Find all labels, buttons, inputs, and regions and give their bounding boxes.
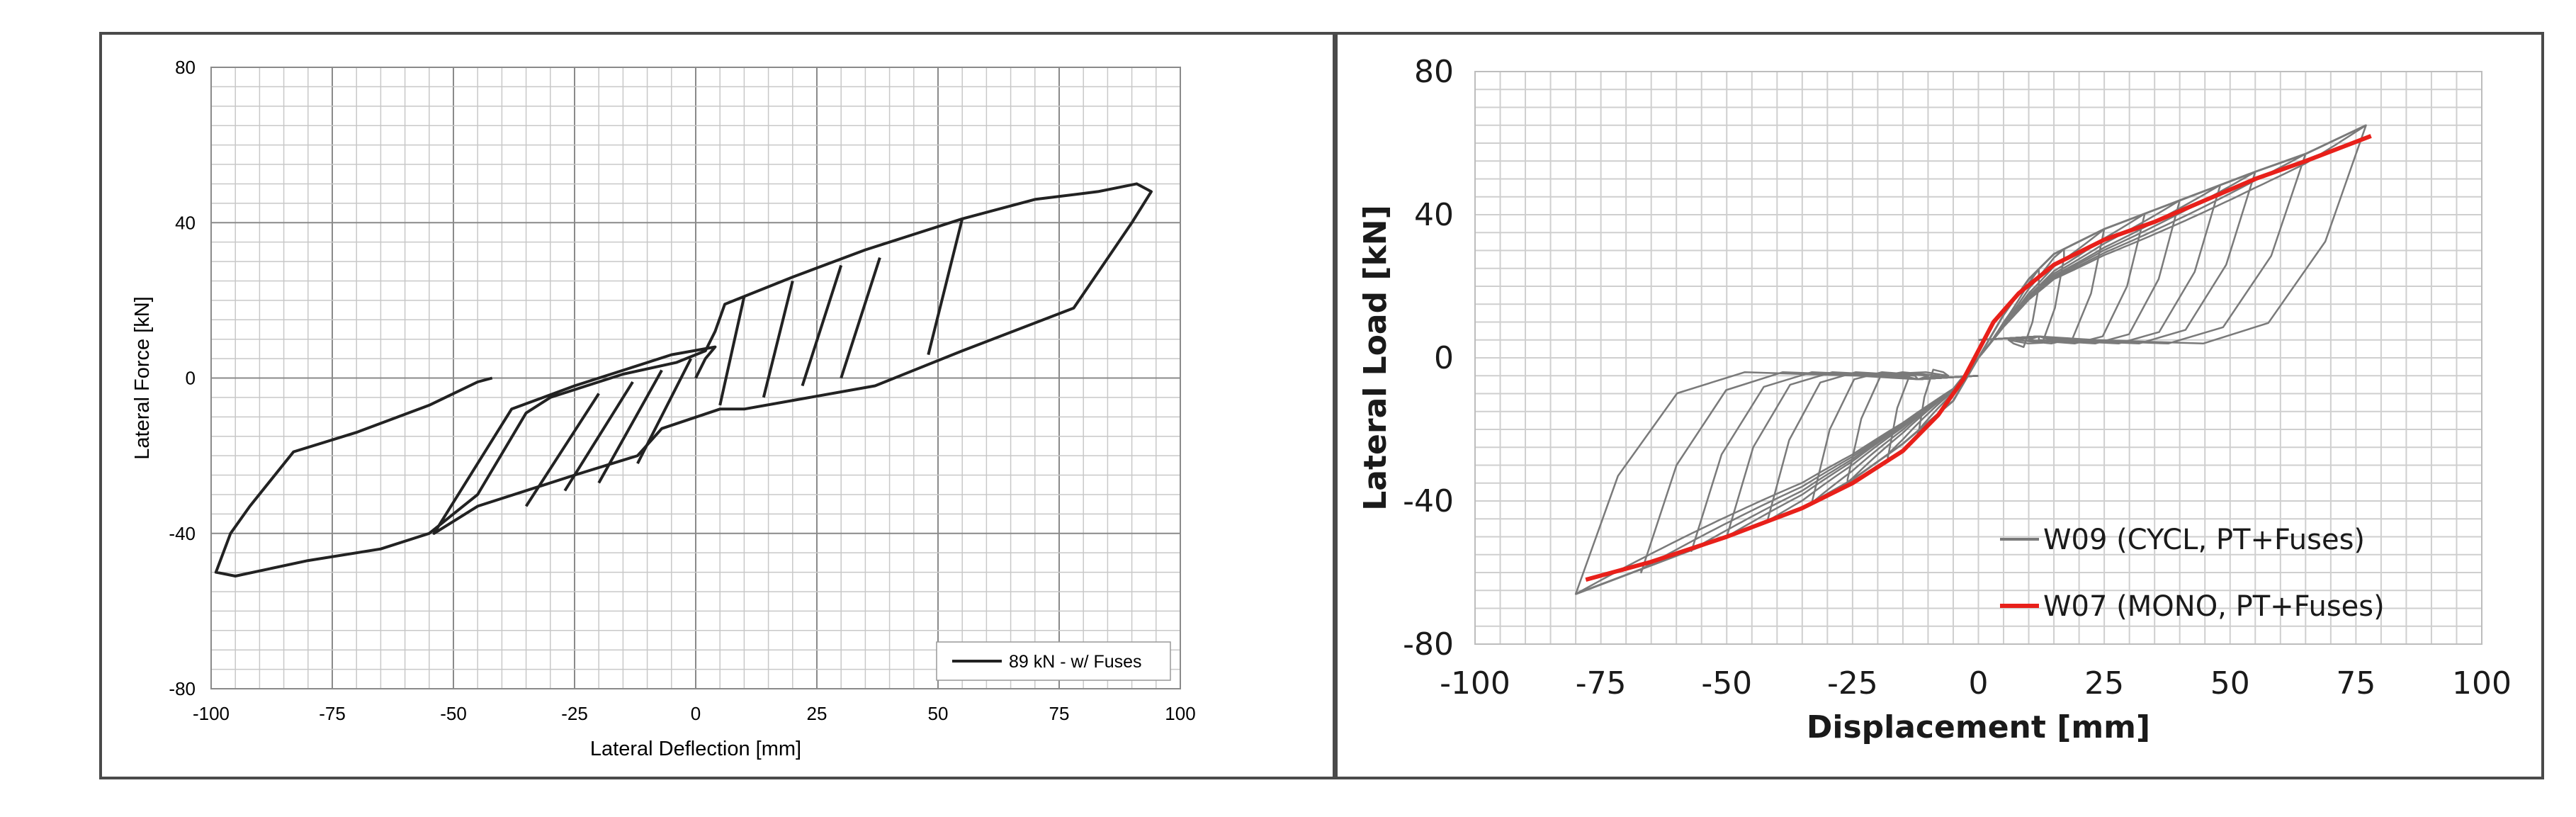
right-chart: -100 -75 -50 -25 0 25 50 75 100 -80 -40 0 40 80 Displa… [1357, 54, 2512, 745]
x-tick-label: 100 [2452, 665, 2512, 702]
plot-area-frame [210, 67, 1181, 689]
x-tick-label: -25 [1827, 665, 1878, 702]
reload-branch [801, 264, 843, 387]
y-tick-label: 80 [175, 57, 196, 78]
legend: 89 kN - w/ Fuses [936, 641, 1171, 681]
x-tick-label: 75 [1049, 703, 1070, 724]
x-tick-label: -100 [193, 703, 230, 724]
x-tick-label: -50 [440, 703, 467, 724]
reload-branch [563, 381, 634, 492]
legend: W09 (CYCL, PT+Fuses) W07 (MONO, PT+Fuses) [2000, 524, 2385, 623]
x-axis-label: Lateral Deflection [mm] [590, 738, 801, 760]
x-tick-label: 0 [1969, 665, 1989, 702]
y-tick-label: -80 [1403, 626, 1454, 663]
x-tick-label: -75 [319, 703, 346, 724]
reload-branch [636, 358, 692, 465]
left-chart: -100 -75 -50 -25 0 25 50 75 100 -80 -40 0 40 80 Latera… [131, 57, 1196, 760]
x-tick-label: 0 [691, 703, 701, 724]
y-axis-label: Lateral Load [kN] [1357, 205, 1394, 510]
x-tick-label: 25 [2084, 665, 2124, 702]
x-tick-label: -25 [561, 703, 588, 724]
y-axis-label: Lateral Force [kN] [131, 296, 154, 459]
x-tick-label: 75 [2336, 665, 2376, 702]
reload-branch [597, 369, 663, 484]
x-axis-label: Displacement [mm] [1807, 709, 2150, 745]
hysteresis-curve [214, 182, 1153, 577]
x-tick-label: -100 [1440, 665, 1510, 702]
y-tick-label: 40 [175, 212, 196, 233]
y-tick-label: -40 [1403, 483, 1454, 519]
y-tick-label: 80 [1414, 54, 1454, 90]
legend-label-cycl: W09 (CYCL, PT+Fuses) [2043, 524, 2365, 556]
y-tick-label: -40 [169, 523, 196, 544]
reload-branch [927, 218, 964, 356]
x-tick-label: -50 [1701, 665, 1752, 702]
x-tick-label: 100 [1165, 703, 1195, 724]
y-tick-label: 0 [186, 368, 196, 389]
mono-curve [1585, 134, 2372, 582]
x-tick-label: 50 [2210, 665, 2250, 702]
x-tick-label: 50 [928, 703, 949, 724]
left-chart-panel: -100 -75 -50 -25 0 25 50 75 100 -80 -40 0 40 80 Latera… [99, 32, 1335, 779]
y-tick-label: 40 [1414, 197, 1454, 233]
plot-area-frame [1474, 71, 2482, 645]
reload-branch [718, 295, 746, 406]
reload-branch [524, 393, 600, 507]
reload-branch [762, 281, 794, 398]
cycl-loop-positive [1977, 124, 2367, 359]
right-chart-panel: -100 -75 -50 -25 0 25 50 75 100 -80 -40 0 40 80 Displa… [1335, 32, 2544, 779]
reload-branch [840, 257, 881, 379]
y-tick-label: 0 [1434, 340, 1454, 376]
legend-label-mono: W07 (MONO, PT+Fuses) [2043, 590, 2385, 623]
legend-label: 89 kN - w/ Fuses [1009, 652, 1142, 672]
x-tick-label: -75 [1576, 665, 1627, 702]
y-tick-label: -80 [169, 678, 196, 699]
x-tick-label: 25 [807, 703, 827, 724]
grid [210, 67, 1181, 689]
